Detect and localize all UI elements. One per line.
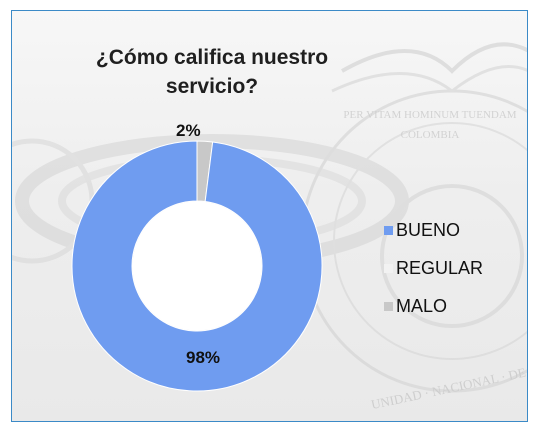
legend-item-bueno: BUENO: [384, 211, 483, 249]
chart-title-line-2: servicio?: [165, 75, 259, 98]
watermark-country: COLOMBIA: [401, 129, 460, 141]
data-label-bueno: 98%: [186, 348, 221, 367]
chart-title-line-1: ¿Cómo califica nuestro: [95, 46, 329, 69]
chart-legend: BUENO REGULAR MALO: [384, 211, 483, 325]
chart-title: ¿Cómo califica nuestro servicio?: [62, 43, 362, 101]
legend-label-malo: MALO: [396, 295, 448, 316]
legend-item-malo: MALO: [384, 287, 483, 325]
data-label-malo: 2%: [176, 121, 201, 140]
legend-swatch-bueno: [384, 225, 393, 235]
donut-slice-bueno: [71, 140, 323, 392]
legend-swatch-malo: [384, 301, 393, 311]
chart-frame: PER VITAM HOMINUM TUENDAM COLOMBIA UNIDA…: [11, 10, 528, 422]
donut-chart: [71, 140, 323, 392]
legend-label-regular: REGULAR: [396, 257, 484, 278]
watermark-motto: PER VITAM HOMINUM TUENDAM: [343, 109, 516, 121]
legend-label-bueno: BUENO: [396, 219, 461, 240]
donut-hole: [132, 201, 262, 331]
legend-item-regular: REGULAR: [384, 249, 483, 287]
legend-swatch-regular: [384, 263, 393, 273]
